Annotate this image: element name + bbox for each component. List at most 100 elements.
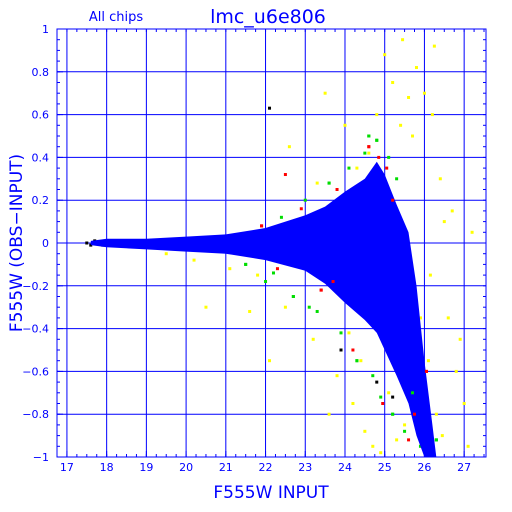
data-point: [422, 91, 426, 95]
x-tick-label: 23: [298, 461, 312, 474]
data-point: [363, 429, 367, 433]
x-tick-label: 22: [259, 461, 273, 474]
data-point: [434, 412, 438, 416]
y-tick-label: −0.6: [22, 365, 49, 378]
data-point: [375, 138, 379, 142]
data-point: [371, 374, 375, 378]
data-point: [403, 423, 407, 427]
data-point: [411, 391, 415, 395]
data-point: [307, 305, 311, 309]
data-point: [367, 151, 371, 155]
data-point: [299, 207, 303, 211]
data-point: [387, 155, 391, 159]
data-point: [319, 288, 323, 292]
data-point: [275, 267, 279, 271]
data-point: [446, 316, 450, 320]
data-point: [268, 359, 272, 363]
data-point: [413, 412, 416, 416]
y-tick-label: −0.4: [22, 323, 49, 336]
data-point: [327, 412, 331, 416]
data-point: [89, 243, 93, 247]
data-point: [271, 271, 275, 275]
x-tick-label: 26: [417, 461, 431, 474]
data-point: [391, 81, 395, 84]
data-point: [391, 412, 395, 416]
data-point: [391, 198, 395, 202]
plot-frame: [56, 28, 487, 458]
data-point: [355, 166, 359, 170]
data-point: [432, 44, 436, 48]
data-point: [399, 123, 403, 127]
data-point: [343, 123, 347, 127]
data-point: [391, 395, 395, 399]
data-point: [323, 91, 327, 95]
data-point: [164, 252, 168, 256]
x-tick-label: 24: [338, 461, 352, 474]
data-point: [414, 66, 418, 70]
data-points: [85, 38, 474, 457]
data-point: [279, 215, 283, 219]
data-point: [375, 113, 379, 117]
data-point: [327, 181, 331, 185]
data-point: [442, 220, 446, 224]
data-point: [264, 280, 268, 284]
data-point: [268, 106, 272, 110]
y-tick-label: 1: [42, 23, 49, 36]
data-point: [244, 262, 248, 266]
data-point: [395, 438, 399, 442]
data-point: [355, 359, 359, 363]
chart-subtitle: All chips: [89, 10, 143, 25]
data-point: [291, 295, 295, 298]
x-tick-label: 18: [100, 461, 114, 474]
data-point: [192, 258, 196, 262]
data-point: [458, 337, 462, 341]
dense-point-cloud: [90, 161, 437, 457]
data-point: [428, 273, 432, 277]
data-point: [311, 337, 315, 341]
data-point: [430, 113, 434, 117]
data-point: [339, 348, 343, 352]
data-point: [335, 188, 339, 191]
data-point: [260, 224, 264, 228]
y-tick-label: −1: [33, 451, 49, 464]
data-point: [359, 359, 363, 363]
data-point: [228, 267, 232, 271]
axis-ticks: 17 18 19 20 21 22 23 24 25 26 27 −1 −0.8 −0.6 −0.4 −0.2…: [22, 23, 486, 474]
data-point: [379, 395, 383, 399]
data-point: [371, 444, 375, 448]
data-point: [470, 230, 474, 234]
data-point: [347, 331, 351, 335]
data-point: [385, 166, 389, 170]
data-point: [283, 305, 287, 309]
data-point: [411, 134, 415, 138]
data-point: [383, 53, 387, 57]
data-point: [387, 391, 391, 395]
y-tick-label: 0.4: [32, 151, 50, 164]
data-point: [347, 166, 351, 170]
data-point: [377, 155, 381, 159]
data-point: [440, 434, 444, 438]
data-point: [375, 380, 379, 384]
data-point: [403, 429, 407, 433]
data-point: [351, 402, 355, 405]
data-point: [450, 209, 454, 213]
data-point: [379, 451, 383, 455]
data-point: [367, 145, 371, 149]
x-tick-label: 19: [139, 461, 153, 474]
data-point: [204, 305, 208, 309]
y-tick-label: 0.2: [32, 194, 50, 207]
data-point: [303, 198, 307, 202]
data-point: [283, 173, 287, 177]
data-point: [407, 95, 411, 99]
data-point: [424, 369, 428, 373]
y-tick-label: 0: [42, 237, 49, 250]
x-tick-label: 17: [60, 461, 74, 474]
data-point: [315, 309, 319, 313]
data-point: [363, 151, 367, 155]
data-point: [335, 374, 339, 378]
data-point: [395, 177, 399, 181]
data-point: [248, 309, 252, 313]
data-point: [339, 331, 343, 335]
data-point: [407, 438, 411, 442]
data-point: [287, 145, 291, 149]
